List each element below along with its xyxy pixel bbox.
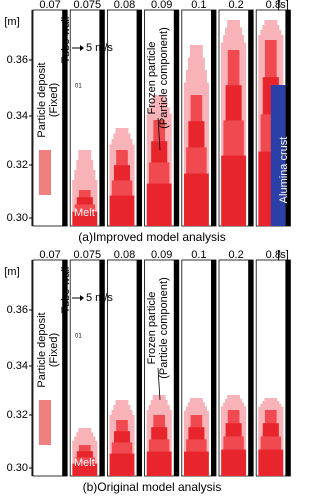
time-label: 0.8 <box>266 249 281 261</box>
y-tick-label: 0.36 <box>7 304 28 316</box>
y-tick-label: 0.32 <box>7 409 28 421</box>
tube-wall <box>136 10 142 226</box>
frozen-label: Frozen particle <box>146 292 158 365</box>
step-label: 01 <box>75 84 82 90</box>
melt-label: Melt <box>74 207 95 219</box>
y-unit: [m] <box>4 16 19 28</box>
frozen-pointer <box>157 117 161 151</box>
time-label: 0.2 <box>228 249 243 261</box>
caption: (a)Improved model analysis <box>78 230 225 244</box>
y-tick-label: 0.32 <box>7 159 28 171</box>
melt <box>183 451 209 476</box>
time-label: 0.07 <box>39 0 60 11</box>
time-label: 0.1 <box>191 249 206 261</box>
y-tick-label: 0.34 <box>7 360 28 372</box>
melt <box>221 155 247 226</box>
time-label: 0.08 <box>114 249 135 261</box>
wall-label: Tube wall <box>60 267 72 314</box>
crust-label: Alumina crust <box>278 137 290 204</box>
time-label: 0.2 <box>228 0 243 11</box>
tube-wall <box>285 260 291 476</box>
time-label: 0.8 <box>266 0 281 11</box>
y-tick-label: 0.30 <box>7 462 28 474</box>
y-tick-label: 0.34 <box>7 110 28 122</box>
melt <box>183 173 209 226</box>
panel: [m] 0.36 0.34 0.32 0.30 0.07 0.075 0.08 0.09 0.1 0… <box>4 0 291 244</box>
frozen-label: Frozen particle <box>146 42 158 115</box>
y-tick-label: 0.36 <box>7 54 28 66</box>
tube-wall <box>99 10 105 226</box>
tube-wall <box>173 260 179 476</box>
melt <box>109 453 135 476</box>
y-tick-label: 0.30 <box>7 212 28 224</box>
frozen-pointer <box>157 367 161 401</box>
tube-wall <box>248 10 254 226</box>
deposit-sub: (Fixed) <box>48 83 60 117</box>
arrow-head <box>80 295 84 301</box>
panel: [m] 0.36 0.34 0.32 0.30 0.07 0.075 0.08 0.09 0.1 0… <box>4 249 291 494</box>
melt <box>109 195 135 226</box>
figure: [m] 0.36 0.34 0.32 0.30 0.07 0.075 0.08 0.09 0.1 0… <box>4 0 291 494</box>
caption: (b)Original model analysis <box>83 480 222 494</box>
arrow-head <box>80 45 84 51</box>
melt <box>146 183 172 226</box>
tube-wall <box>211 260 216 476</box>
frozen-sub: (Particle component) <box>158 277 170 379</box>
tube-wall <box>248 260 254 476</box>
deposit <box>39 150 51 195</box>
wall-label: Tube wall <box>60 17 72 64</box>
tube-wall <box>173 10 179 226</box>
tube-wall <box>136 260 142 476</box>
tube-wall <box>285 10 291 226</box>
melt <box>72 463 98 476</box>
time-label: 0.1 <box>191 0 206 11</box>
melt <box>258 449 284 476</box>
time-label: 0.09 <box>151 249 172 261</box>
melt <box>146 451 172 476</box>
melt-label: Melt <box>74 457 95 469</box>
frozen-sub: (Particle component) <box>158 27 170 129</box>
time-unit: [s] <box>277 0 289 11</box>
time-label: 0.08 <box>114 0 135 11</box>
tube-wall <box>211 10 216 226</box>
melt <box>221 449 247 476</box>
step-label: 01 <box>75 334 82 340</box>
y-unit: [m] <box>4 266 19 278</box>
tube-wall <box>62 260 68 476</box>
crust <box>270 85 286 226</box>
melt <box>72 211 98 226</box>
deposit-label: Particle deposit <box>36 312 48 387</box>
time-unit: [s] <box>277 249 289 261</box>
velocity-label: 5 m/s <box>86 292 113 304</box>
tube-wall <box>99 260 105 476</box>
tube-wall <box>62 10 68 226</box>
time-label: 0.075 <box>74 249 102 261</box>
time-label: 0.07 <box>39 249 60 261</box>
deposit <box>39 400 51 445</box>
time-label: 0.09 <box>151 0 172 11</box>
deposit-sub: (Fixed) <box>48 333 60 367</box>
deposit-label: Particle deposit <box>36 62 48 137</box>
velocity-label: 5 m/s <box>86 42 113 54</box>
time-label: 0.075 <box>74 0 102 11</box>
